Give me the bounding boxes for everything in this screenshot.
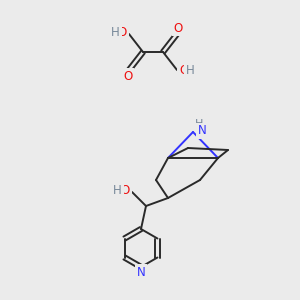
Text: H: H bbox=[111, 26, 120, 40]
Text: N: N bbox=[198, 124, 207, 137]
Text: O: O bbox=[123, 70, 133, 83]
Text: O: O bbox=[173, 22, 183, 34]
Text: O: O bbox=[121, 184, 130, 197]
Text: O: O bbox=[118, 26, 127, 40]
Text: H: H bbox=[113, 184, 122, 197]
Text: O: O bbox=[179, 64, 188, 77]
Text: H: H bbox=[195, 119, 203, 129]
Text: N: N bbox=[136, 266, 146, 278]
Text: H: H bbox=[186, 64, 195, 77]
